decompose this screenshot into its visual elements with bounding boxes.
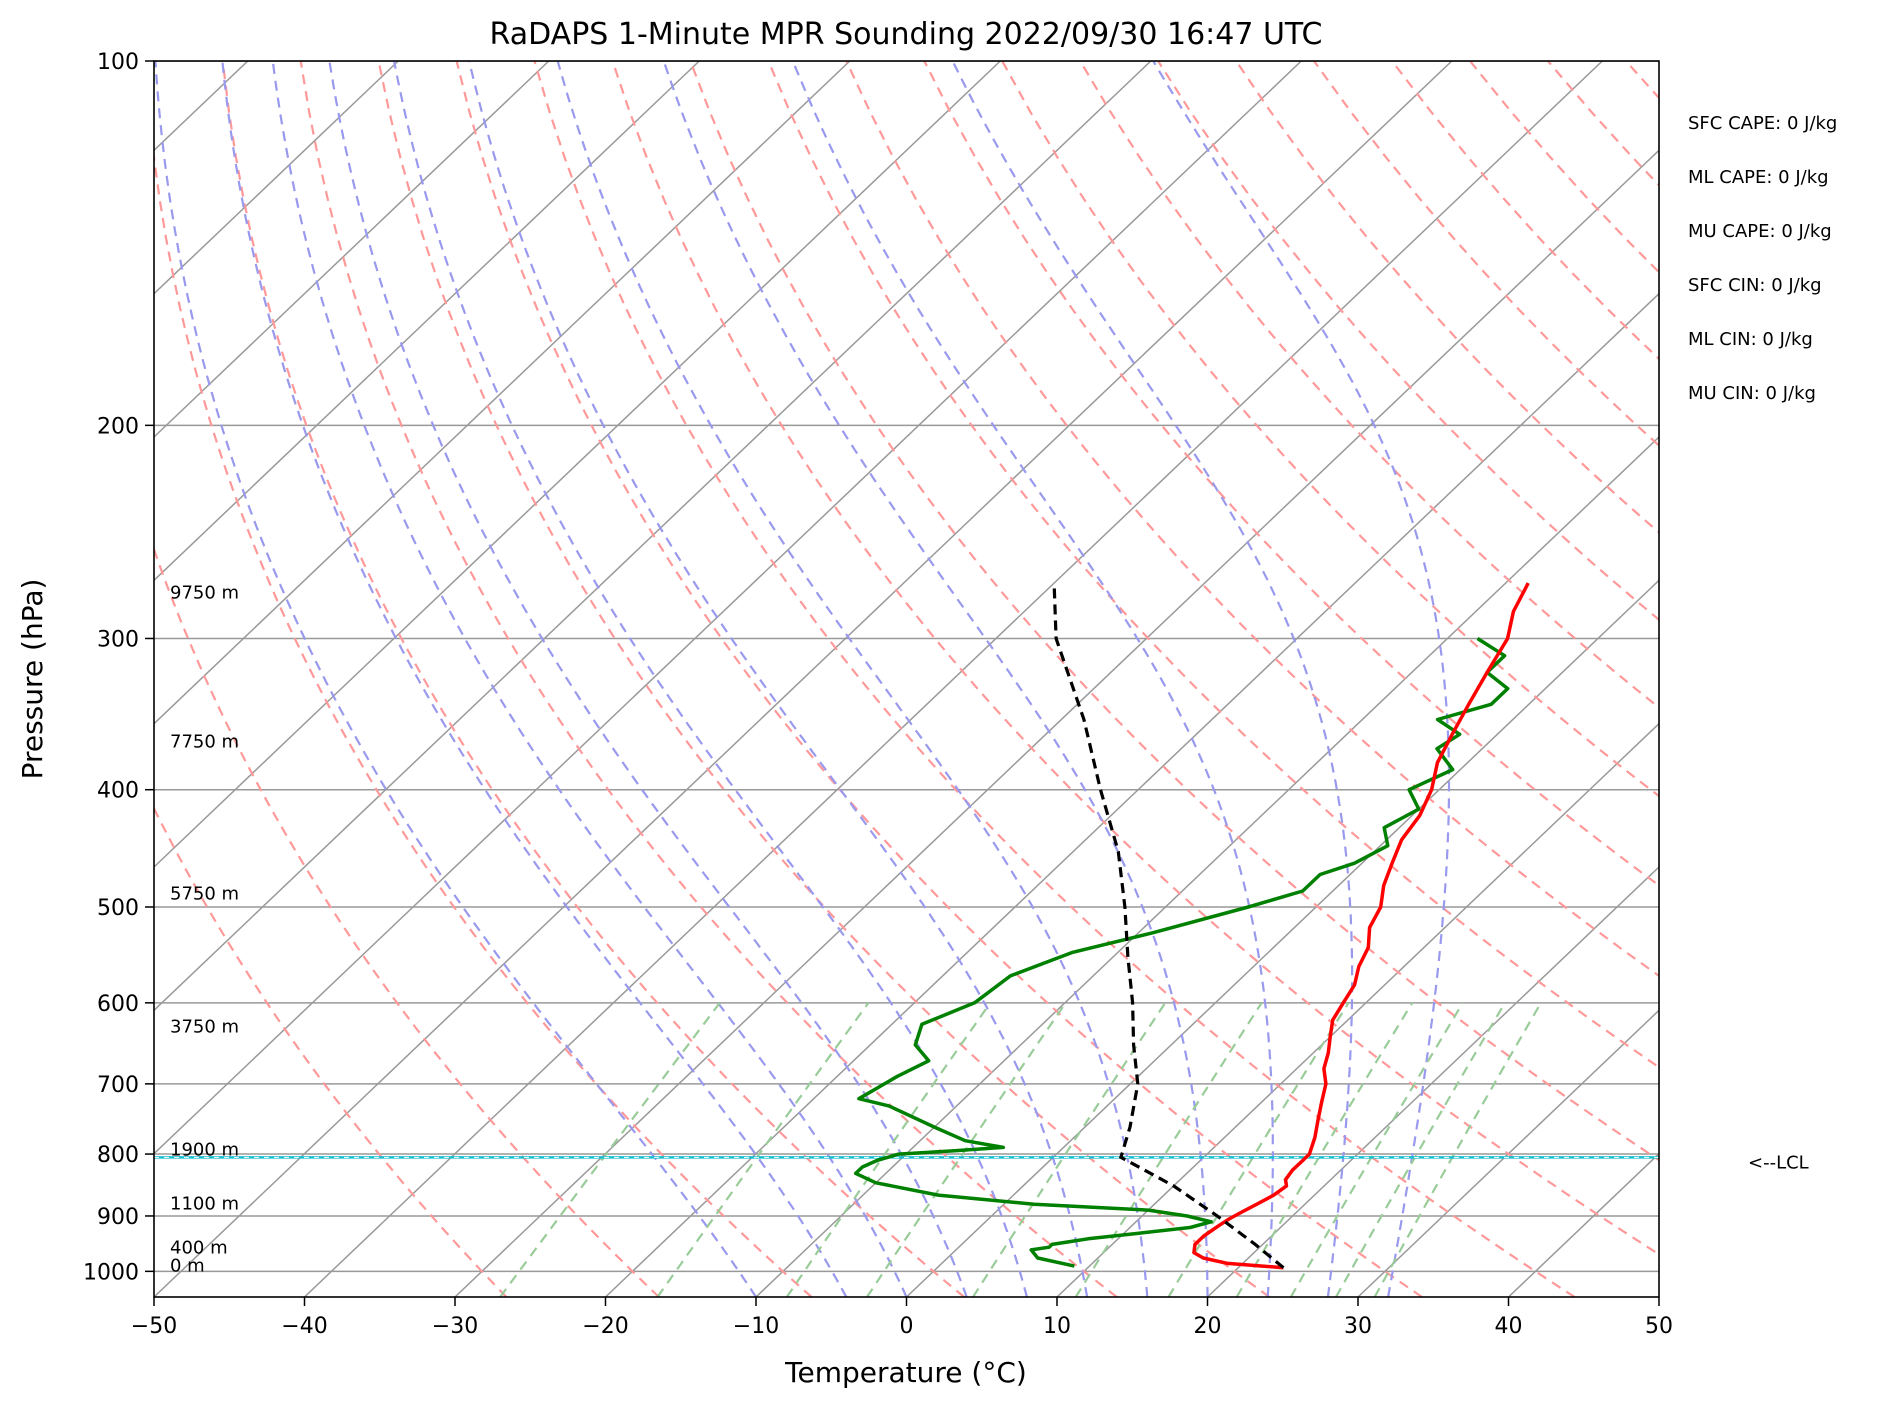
x-axis: −50 −40 −30 −20 −10 0 10 20 30 40 50 [131, 1297, 1673, 1339]
height-label: 1100 m [170, 1194, 239, 1215]
height-label: 0 m [170, 1255, 205, 1276]
dry-adiabat-line [923, 61, 1659, 887]
mixing-ratio-line [1373, 1002, 1542, 1297]
moist-adiabat-line [662, 61, 1209, 1297]
y-tick-label: 300 [97, 627, 139, 652]
x-axis-label: Temperature (°C) [784, 1356, 1027, 1389]
stat-label: ML CIN: 0 J/kg [1688, 329, 1813, 350]
isotherm-line [1056, 722, 1659, 1297]
moist-adiabat-line [271, 61, 908, 1297]
isotherm-line [154, 61, 1453, 1297]
y-tick-label: 200 [97, 414, 139, 439]
isotherm-line [905, 579, 1659, 1297]
mixing-ratio-line [865, 1002, 1067, 1297]
height-label: 3750 m [170, 1017, 239, 1038]
mixing-ratio-line [1335, 1002, 1506, 1297]
moist-adiabat-line [393, 61, 1028, 1297]
isotherm-line [154, 61, 1001, 869]
x-tick-label: −30 [432, 1314, 478, 1339]
isotherm-line [154, 61, 700, 582]
isotherm-line [1206, 865, 1659, 1297]
stat-label: MU CAPE: 0 J/kg [1688, 221, 1832, 242]
height-label: 9750 m [170, 582, 239, 603]
mixing-ratio-line [972, 1002, 1167, 1297]
moist-adiabat-line [154, 61, 757, 1297]
isotherm-line [154, 61, 1302, 1155]
dry-adiabat-line [455, 61, 1423, 1297]
dry-adiabat-line [299, 61, 1118, 1297]
x-tick-label: −40 [281, 1314, 327, 1339]
moist-adiabat-line [468, 61, 1089, 1297]
x-tick-label: 40 [1495, 1314, 1523, 1339]
mixing-ratio-line [1074, 1002, 1263, 1297]
stability-indices: SFC CAPE: 0 J/kg ML CAPE: 0 J/kg MU CAPE: … [1688, 113, 1837, 404]
height-label: 400 m [170, 1238, 228, 1259]
stat-label: MU CIN: 0 J/kg [1688, 383, 1816, 404]
y-tick-label: 400 [97, 779, 139, 804]
isotherm-line [454, 149, 1659, 1297]
y-axis: 100 200 300 400 500 600 700 800 900 1000 [83, 50, 154, 1285]
x-tick-label: 0 [900, 1314, 914, 1339]
chart-title: RaDAPS 1-Minute MPR Sounding 2022/09/30 … [490, 17, 1323, 52]
height-label: 5750 m [170, 884, 239, 905]
y-tick-label: 700 [97, 1073, 139, 1098]
moist-adiabat-line [1152, 61, 1451, 1297]
y-tick-label: 1000 [83, 1260, 139, 1285]
x-tick-label: 30 [1344, 1314, 1372, 1339]
moist-adiabat-line [951, 61, 1354, 1297]
y-tick-label: 100 [97, 50, 139, 75]
x-tick-label: −20 [582, 1314, 628, 1339]
stat-label: SFC CAPE: 0 J/kg [1688, 113, 1837, 134]
height-label: 7750 m [170, 731, 239, 752]
data-lines [154, 582, 1659, 1270]
dry-adiabat-line [1001, 61, 1659, 798]
y-tick-label: 500 [97, 896, 139, 921]
y-tick-label: 600 [97, 992, 139, 1017]
dry-adiabat-line [611, 61, 1659, 1256]
isotherm-line [154, 61, 851, 725]
dry-adiabat-line [1157, 61, 1659, 622]
height-labels: 9750 m 7750 m 5750 m 3750 m 1900 m 1100 m 400 … [170, 582, 239, 1276]
moist-adiabat-line [221, 61, 848, 1297]
isotherm-line [154, 61, 550, 439]
x-tick-label: 10 [1043, 1314, 1071, 1339]
x-tick-label: 20 [1194, 1314, 1222, 1339]
height-label: 1900 m [170, 1139, 239, 1160]
dry-adiabat-line [689, 61, 1659, 1162]
stat-label: ML CAPE: 0 J/kg [1688, 167, 1829, 188]
mixing-ratio-line [656, 1002, 870, 1297]
y-tick-label: 800 [97, 1143, 139, 1168]
moist-adiabat-line [328, 61, 968, 1297]
isotherm-line [154, 61, 1152, 1012]
dry-adiabat-line [767, 61, 1659, 1069]
dry-adiabat-line [221, 61, 965, 1297]
isotherm-line [604, 292, 1659, 1297]
x-tick-label: 50 [1645, 1314, 1673, 1339]
y-tick-label: 900 [97, 1205, 139, 1230]
moist-adiabat-line [791, 61, 1274, 1297]
isotherm-line [303, 61, 1603, 1297]
x-tick-label: −50 [131, 1314, 177, 1339]
stat-label: SFC CIN: 0 J/kg [1688, 275, 1822, 296]
dry-adiabat-line [154, 546, 660, 1297]
mixing-ratio-line [785, 1002, 992, 1297]
x-tick-label: −10 [733, 1314, 779, 1339]
temperature-line [1192, 582, 1530, 1270]
mixing-ratio-line [499, 1002, 721, 1297]
dewpoint-line [853, 637, 1510, 1268]
lcl-label: <--LCL [1748, 1152, 1809, 1173]
y-axis-label: Pressure (hPa) [16, 579, 49, 780]
background-grid [154, 61, 1659, 1297]
isotherm-line [1357, 1009, 1659, 1297]
dry-adiabat-line [533, 61, 1576, 1297]
